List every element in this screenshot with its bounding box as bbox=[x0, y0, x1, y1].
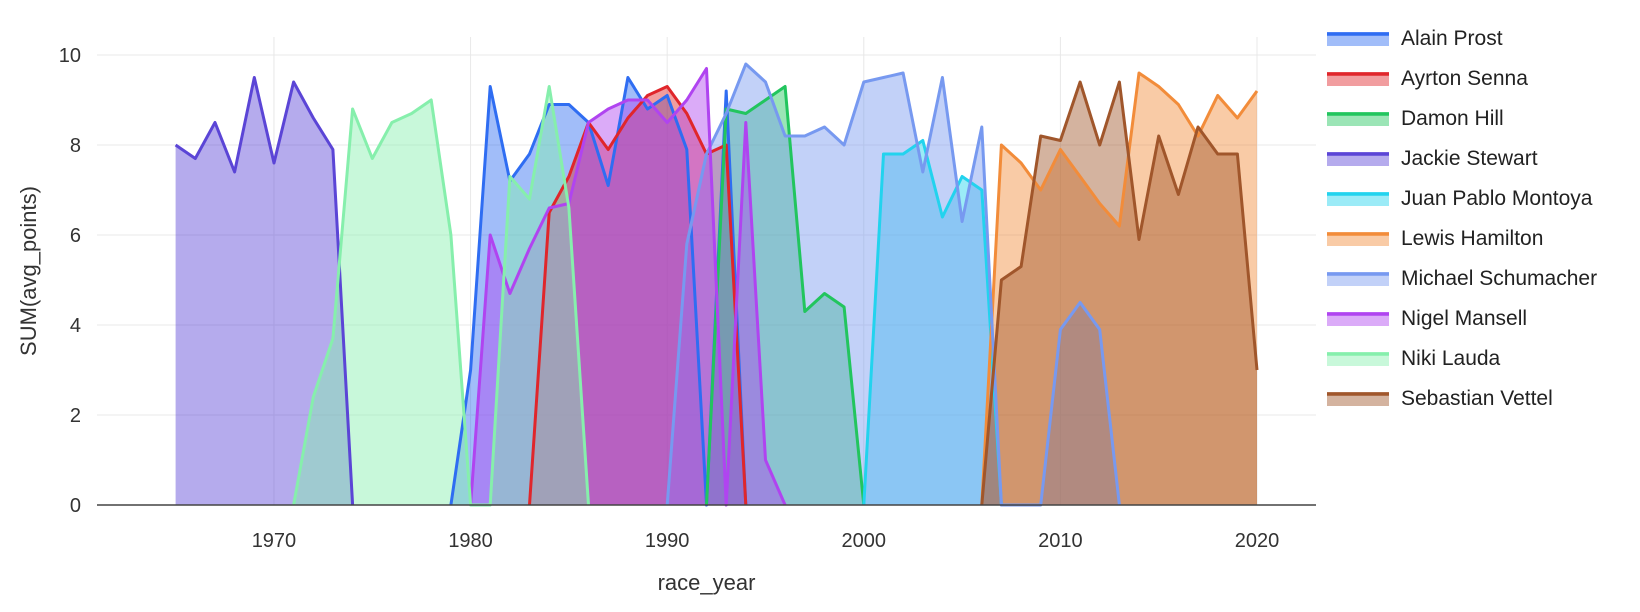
series-area-6[interactable] bbox=[667, 64, 1120, 505]
y-tick-label: 8 bbox=[70, 135, 81, 157]
series-area-7[interactable] bbox=[470, 68, 786, 506]
y-axis-title: SUM(avg_points) bbox=[16, 186, 41, 356]
series-line-6[interactable] bbox=[665, 62, 1121, 507]
y-tick-label: 4 bbox=[70, 315, 81, 337]
y-tick-label: 0 bbox=[70, 495, 81, 517]
x-tick-label: 1970 bbox=[252, 530, 297, 552]
series-area-0[interactable] bbox=[450, 77, 746, 506]
legend-label: Sebastian Vettel bbox=[1401, 387, 1553, 410]
series-line-2[interactable] bbox=[705, 85, 866, 506]
legend-item-3[interactable]: Jackie Stewart bbox=[1327, 147, 1538, 170]
legend-item-4[interactable]: Juan Pablo Montoya bbox=[1327, 187, 1593, 210]
axes: 0 2 4 6 8 10 1970 1980 1990 2000 2010 2020 bbox=[59, 45, 1316, 552]
legend-item-5[interactable]: Lewis Hamilton bbox=[1327, 227, 1543, 250]
legend-label: Juan Pablo Montoya bbox=[1401, 187, 1593, 210]
series-line-3[interactable] bbox=[174, 76, 355, 506]
series-line-5[interactable] bbox=[980, 71, 1259, 506]
series-area-4[interactable] bbox=[863, 140, 1002, 506]
series-line-9[interactable] bbox=[980, 80, 1259, 506]
x-tick-label: 2020 bbox=[1235, 530, 1280, 552]
legend-label: Alain Prost bbox=[1401, 27, 1503, 50]
legend-item-7[interactable]: Nigel Mansell bbox=[1327, 307, 1527, 330]
legend-item-9[interactable]: Sebastian Vettel bbox=[1327, 387, 1553, 410]
x-tick-label: 2000 bbox=[842, 530, 887, 552]
legend-label: Damon Hill bbox=[1401, 107, 1504, 130]
series-line-8[interactable] bbox=[292, 85, 590, 507]
series-area-3[interactable] bbox=[175, 77, 353, 506]
x-tick-label: 1990 bbox=[645, 530, 690, 552]
series-area-8[interactable] bbox=[293, 86, 589, 506]
series-area-5[interactable] bbox=[981, 73, 1257, 505]
x-axis-title: race_year bbox=[658, 570, 756, 595]
series-line-7[interactable] bbox=[469, 67, 787, 507]
grid bbox=[97, 37, 1316, 505]
legend-label: Ayrton Senna bbox=[1401, 67, 1528, 90]
series-area-1[interactable] bbox=[529, 86, 746, 506]
legend[interactable]: Alain Prost Ayrton Senna Damon Hill Jackie … bbox=[1327, 27, 1597, 410]
legend-label: Michael Schumacher bbox=[1401, 267, 1597, 290]
legend-label: Jackie Stewart bbox=[1401, 147, 1538, 170]
legend-item-0[interactable]: Alain Prost bbox=[1327, 27, 1503, 50]
series-area-2[interactable] bbox=[706, 86, 864, 506]
legend-label: Niki Lauda bbox=[1401, 347, 1501, 370]
series-line-4[interactable] bbox=[862, 139, 1003, 506]
legend-item-1[interactable]: Ayrton Senna bbox=[1327, 67, 1528, 90]
legend-label: Nigel Mansell bbox=[1401, 307, 1527, 330]
legend-label: Lewis Hamilton bbox=[1401, 227, 1543, 250]
legend-item-2[interactable]: Damon Hill bbox=[1327, 107, 1504, 130]
y-tick-label: 6 bbox=[70, 225, 81, 247]
series-area-9[interactable] bbox=[981, 82, 1257, 505]
plot-areas bbox=[175, 64, 1257, 506]
series-line-0[interactable] bbox=[449, 76, 748, 507]
y-tick-label: 2 bbox=[70, 405, 81, 427]
y-tick-label: 10 bbox=[59, 45, 81, 67]
x-tick-label: 1980 bbox=[448, 530, 493, 552]
x-tick-label: 2010 bbox=[1038, 530, 1083, 552]
legend-item-6[interactable]: Michael Schumacher bbox=[1327, 267, 1597, 290]
plot-lines bbox=[174, 62, 1259, 507]
legend-item-8[interactable]: Niki Lauda bbox=[1327, 347, 1501, 370]
